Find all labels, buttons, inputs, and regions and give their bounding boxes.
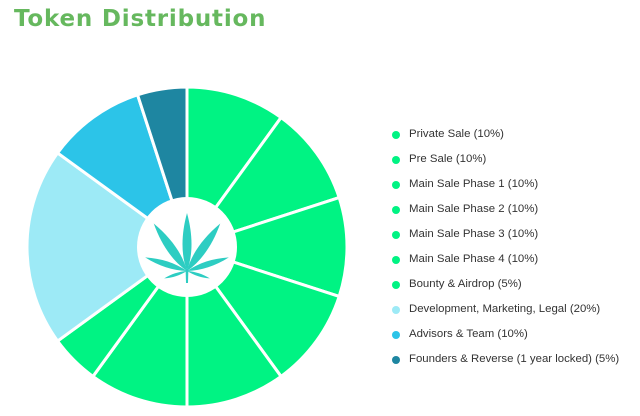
token-pie-chart bbox=[25, 85, 349, 409]
page-title: Token Distribution bbox=[14, 6, 267, 32]
legend-item[interactable]: Bounty & Airdrop (5%) bbox=[390, 272, 619, 297]
legend-dot-icon bbox=[392, 305, 400, 314]
legend-item[interactable]: Private Sale (10%) bbox=[390, 122, 619, 147]
legend-item[interactable]: Development, Marketing, Legal (20%) bbox=[390, 297, 619, 322]
legend-label: Private Sale (10%) bbox=[409, 128, 504, 140]
legend-dot-icon bbox=[392, 230, 400, 239]
chart-legend: Private Sale (10%) Pre Sale (10%) Main Sal… bbox=[390, 122, 619, 372]
legend-item[interactable]: Founders & Reverse (1 year locked) (5%) bbox=[390, 347, 619, 372]
pie-slice-8[interactable] bbox=[25, 151, 189, 343]
legend-dot-icon bbox=[392, 355, 400, 364]
legend-label: Bounty & Airdrop (5%) bbox=[409, 278, 522, 290]
legend-label: Founders & Reverse (1 year locked) (5%) bbox=[409, 353, 620, 365]
cannabis-leaf-icon bbox=[145, 213, 229, 283]
legend-dot-icon bbox=[392, 255, 400, 264]
legend-label: Pre Sale (10%) bbox=[409, 153, 487, 165]
legend-item[interactable]: Main Sale Phase 1 (10%) bbox=[390, 172, 619, 197]
legend-dot-icon bbox=[392, 180, 400, 189]
legend-item[interactable]: Advisors & Team (10%) bbox=[390, 322, 619, 347]
pie-slice-3[interactable] bbox=[185, 196, 349, 298]
legend-dot-icon bbox=[392, 330, 400, 339]
legend-label: Main Sale Phase 2 (10%) bbox=[409, 203, 539, 215]
legend-dot-icon bbox=[392, 280, 400, 289]
legend-label: Main Sale Phase 1 (10%) bbox=[409, 178, 539, 190]
legend-item[interactable]: Main Sale Phase 4 (10%) bbox=[390, 247, 619, 272]
legend-dot-icon bbox=[392, 155, 400, 164]
legend-dot-icon bbox=[392, 205, 400, 214]
legend-item[interactable]: Main Sale Phase 3 (10%) bbox=[390, 222, 619, 247]
legend-label: Main Sale Phase 3 (10%) bbox=[409, 228, 539, 240]
legend-label: Development, Marketing, Legal (20%) bbox=[409, 303, 601, 315]
legend-item[interactable]: Pre Sale (10%) bbox=[390, 147, 619, 172]
legend-label: Main Sale Phase 4 (10%) bbox=[409, 253, 539, 265]
legend-dot-icon bbox=[392, 130, 400, 139]
legend-label: Advisors & Team (10%) bbox=[409, 328, 528, 340]
legend-item[interactable]: Main Sale Phase 2 (10%) bbox=[390, 197, 619, 222]
